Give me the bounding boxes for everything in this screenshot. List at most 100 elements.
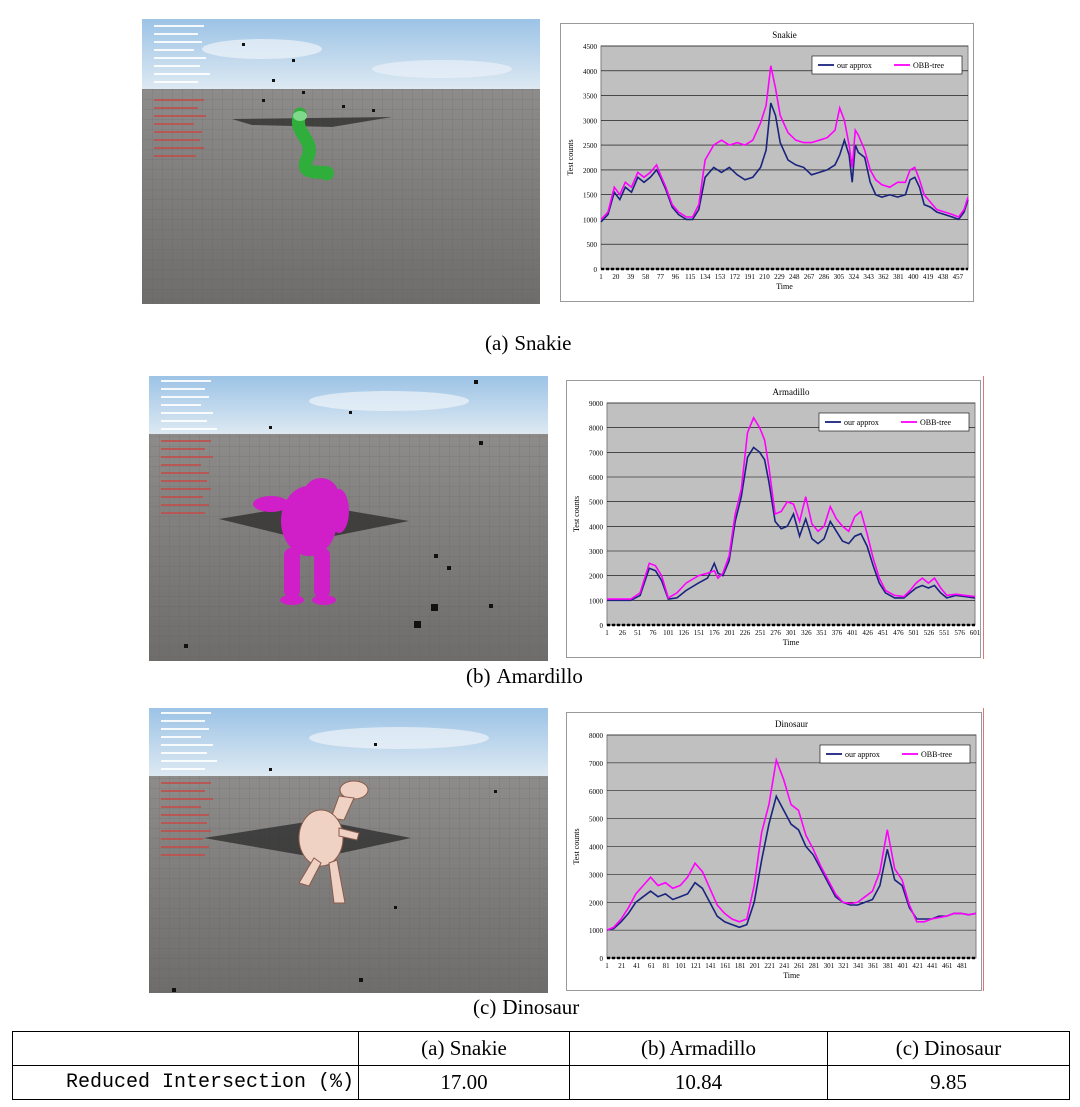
y-tick-label: 1000 [583, 216, 598, 224]
x-tick-label: 381 [893, 273, 904, 281]
x-tick-label: 20 [612, 273, 620, 281]
y-axis-label: Test counts [566, 139, 575, 175]
y-tick-label: 1000 [589, 927, 604, 935]
x-tick-label: 126 [678, 629, 689, 637]
y-tick-label: 3000 [583, 117, 598, 125]
y-tick-label: 5000 [589, 816, 604, 824]
legend-label: our approx [837, 61, 872, 70]
y-tick-label: 2000 [589, 573, 604, 581]
x-tick-label: 551 [939, 629, 950, 637]
x-tick-label: 121 [690, 962, 701, 970]
x-tick-label: 1 [605, 629, 609, 637]
chart-title: Armadillo [773, 387, 810, 397]
legend-label: OBB-tree [921, 750, 953, 759]
value-cell: 17.00 [358, 1065, 570, 1100]
x-tick-label: 101 [663, 629, 674, 637]
caption-b: (b) Amardillo [466, 664, 583, 689]
chart-snakie: 0 500 1000 1500 2000 2500 3000 3500 4000 4500 1 20 3… [566, 30, 969, 291]
x-tick-label: 176 [709, 629, 720, 637]
x-tick-label: 251 [755, 629, 766, 637]
x-tick-label: 526 [924, 629, 935, 637]
y-tick-label: 5000 [589, 499, 604, 507]
y-tick-label: 3500 [583, 93, 598, 101]
x-tick-label: 401 [898, 962, 909, 970]
y-tick-label: 1000 [589, 597, 604, 605]
y-tick-label: 0 [600, 622, 604, 630]
x-tick-label: 476 [893, 629, 904, 637]
x-tick-label: 76 [650, 629, 658, 637]
y-tick-label: 0 [594, 266, 598, 274]
x-tick-label: 221 [764, 962, 775, 970]
x-tick-label: 210 [759, 273, 770, 281]
y-tick-label: 4000 [583, 68, 598, 76]
legend-label: our approx [845, 750, 880, 759]
y-axis-label: Test counts [572, 828, 581, 864]
x-tick-label: 51 [634, 629, 642, 637]
x-tick-label: 261 [794, 962, 805, 970]
x-tick-label: 115 [685, 273, 696, 281]
caption-c: (c) Dinosaur [473, 995, 579, 1020]
results-table: (a) Snakie (b) Armadillo (c) Dinosaur Re… [12, 1031, 1070, 1100]
x-tick-label: 400 [908, 273, 919, 281]
x-tick-label: 248 [789, 273, 800, 281]
divider-line [983, 708, 984, 991]
x-axis-label: Time [783, 971, 800, 980]
x-tick-label: 286 [819, 273, 830, 281]
y-axis-label: Test counts [572, 496, 581, 532]
value-cell: 10.84 [569, 1065, 828, 1100]
chart-frame-armadillo: 0 1000 2000 3000 4000 5000 6000 7000 8000 9000 1 26… [566, 380, 981, 658]
x-tick-label: 151 [694, 629, 705, 637]
x-tick-label: 438 [938, 273, 949, 281]
series-line [607, 446, 976, 602]
x-tick-label: 1 [605, 962, 609, 970]
caption-name: Snakie [514, 331, 572, 355]
series-line [600, 102, 969, 223]
y-tick-label: 8000 [589, 732, 604, 740]
caption-label: (a) [485, 331, 509, 355]
y-tick-label: 7000 [589, 760, 604, 768]
scene-render-armadillo [149, 376, 548, 661]
x-tick-label: 21 [618, 962, 626, 970]
x-tick-label: 441 [927, 962, 938, 970]
x-tick-label: 161 [720, 962, 731, 970]
plot-area [600, 45, 969, 270]
x-tick-label: 201 [724, 629, 735, 637]
y-tick-label: 9000 [589, 400, 604, 408]
x-tick-label: 305 [834, 273, 845, 281]
series-line [606, 757, 977, 931]
table-row: Reduced Intersection (%) 17.00 10.84 9.8… [12, 1065, 1070, 1100]
legend-label: our approx [844, 418, 879, 427]
legend-box [811, 55, 963, 75]
chart-frame-dinosaur: 0 1000 2000 3000 4000 5000 6000 7000 8000 1 21 41 61… [566, 712, 982, 991]
x-tick-label: 326 [801, 629, 812, 637]
x-tick-label: 457 [953, 273, 964, 281]
y-tick-label: 6000 [589, 474, 604, 482]
x-tick-label: 229 [774, 273, 785, 281]
x-tick-label: 362 [878, 273, 889, 281]
x-tick-label: 241 [779, 962, 790, 970]
x-tick-label: 324 [849, 273, 860, 281]
y-tick-label: 2000 [583, 167, 598, 175]
x-tick-label: 321 [838, 962, 849, 970]
divider-line [983, 376, 984, 659]
y-tick-label: 1500 [583, 192, 598, 200]
x-tick-label: 426 [862, 629, 873, 637]
header-cell: (b) Armadillo [569, 1031, 828, 1066]
y-tick-label: 6000 [589, 788, 604, 796]
y-tick-label: 2500 [583, 142, 598, 150]
y-tick-label: 3000 [589, 871, 604, 879]
x-tick-label: 77 [657, 273, 665, 281]
y-tick-label: 2000 [589, 899, 604, 907]
x-tick-label: 481 [957, 962, 968, 970]
x-tick-label: 181 [735, 962, 746, 970]
x-tick-label: 601 [970, 629, 980, 637]
x-tick-label: 341 [853, 962, 864, 970]
x-tick-label: 301 [786, 629, 797, 637]
y-tick-label: 4000 [589, 844, 604, 852]
legend-label: OBB-tree [920, 418, 952, 427]
x-tick-label: 141 [705, 962, 716, 970]
header-cell [12, 1031, 359, 1066]
x-tick-label: 26 [619, 629, 627, 637]
